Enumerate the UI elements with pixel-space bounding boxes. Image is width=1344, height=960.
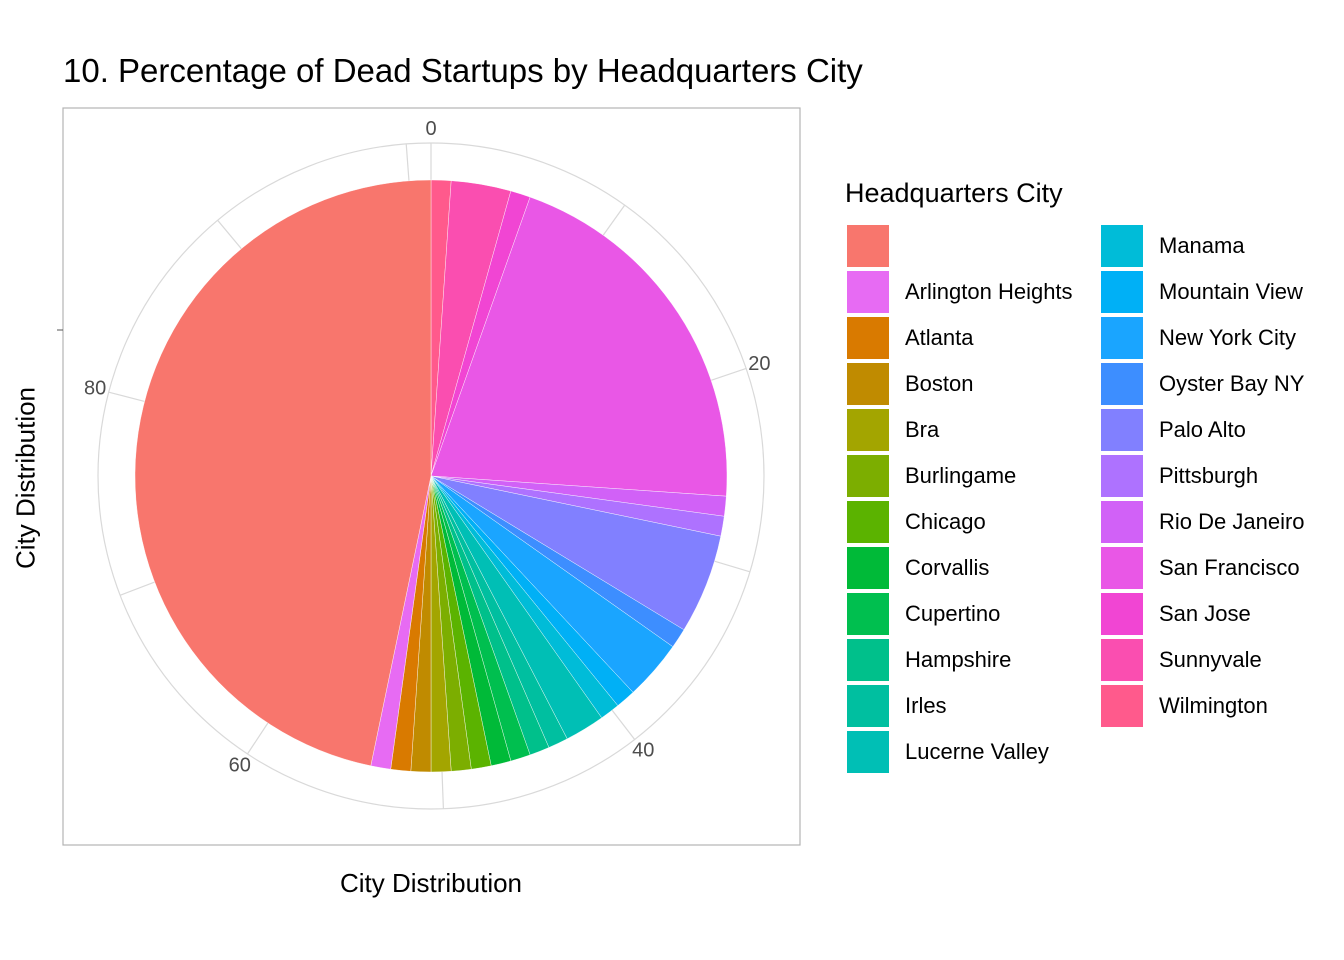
legend-label: Boston — [905, 371, 974, 396]
pie-chart: 0 20 40 60 80 — [57, 107, 801, 846]
legend-item: New York City — [1101, 316, 1296, 360]
radial-grid-line — [108, 391, 145, 403]
legend-label: Chicago — [905, 509, 986, 534]
legend-key-swatch — [847, 409, 889, 451]
legend-item: Chicago — [847, 500, 986, 544]
legend-label: Burlingame — [905, 463, 1017, 488]
legend-item: Rio De Janeiro — [1101, 500, 1305, 544]
radial-grid-line — [710, 367, 747, 381]
radial-grid-line — [714, 560, 751, 573]
legend-label: Rio De Janeiro — [1159, 509, 1305, 534]
legend-label: Arlington Heights — [905, 279, 1073, 304]
radial-grid-line — [119, 581, 155, 596]
radial-grid-line — [247, 722, 269, 755]
legend-item — [847, 224, 905, 268]
legend-label: Palo Alto — [1159, 417, 1246, 442]
legend-label: Cupertino — [905, 601, 1001, 626]
legend-item: Wilmington — [1101, 684, 1268, 728]
legend-key-swatch — [1101, 593, 1143, 635]
radial-tick-label: 20 — [748, 353, 770, 375]
legend-item: Mountain View — [1101, 270, 1303, 314]
legend-label: Atlanta — [905, 325, 974, 350]
legend-key-swatch — [1101, 409, 1143, 451]
legend-key-swatch — [847, 271, 889, 313]
legend-item: Lucerne Valley — [847, 730, 1049, 774]
legend-item: Hampshire — [847, 638, 1011, 682]
radial-grid-line — [217, 219, 242, 250]
legend-key-swatch — [847, 639, 889, 681]
radial-grid-line — [441, 771, 445, 809]
legend-key-swatch — [1101, 639, 1143, 681]
legend-item: Boston — [847, 362, 974, 406]
radial-tick-label: 40 — [632, 740, 654, 762]
legend-key-swatch — [1101, 455, 1143, 497]
legend-key-swatch — [1101, 363, 1143, 405]
legend-item: Irles — [847, 684, 947, 728]
legend-item: Burlingame — [847, 454, 1016, 498]
legend-label: Pittsburgh — [1159, 463, 1259, 488]
legend-label: Wilmington — [1159, 693, 1268, 718]
legend-key-swatch — [1101, 317, 1143, 359]
legend-item: San Jose — [1101, 592, 1251, 636]
radial-grid-line — [611, 709, 636, 740]
legend-key-swatch — [847, 685, 889, 727]
legend-item: Pittsburgh — [1101, 454, 1258, 498]
legend-label: Sunnyvale — [1159, 647, 1262, 672]
legend-key-swatch — [1101, 225, 1143, 267]
pie-slice-san-francisco — [430, 196, 728, 497]
legend-key-swatch — [847, 363, 889, 405]
legend-title: Headquarters City — [845, 178, 1063, 208]
legend-label: Lucerne Valley — [905, 739, 1049, 764]
legend-key-swatch — [1101, 685, 1143, 727]
legend-key-swatch — [847, 593, 889, 635]
radial-tick-label: 60 — [229, 755, 251, 777]
radial-grid-line — [405, 143, 410, 181]
legend-label: Manama — [1159, 233, 1245, 258]
radial-grid-line — [602, 204, 626, 236]
legend-key-swatch — [847, 225, 889, 267]
legend-label: Hampshire — [905, 647, 1012, 672]
legend-item: Sunnyvale — [1101, 638, 1262, 682]
legend-key-swatch — [847, 317, 889, 359]
legend-item: Cupertino — [847, 592, 1000, 636]
legend-item: Arlington Heights — [847, 270, 1073, 314]
legend-label: Irles — [905, 693, 947, 718]
chart-title: 10. Percentage of Dead Startups by Headq… — [63, 52, 863, 89]
legend-key-swatch — [1101, 501, 1143, 543]
legend-item: Oyster Bay NY — [1101, 362, 1304, 406]
legend-item: Corvallis — [847, 546, 989, 590]
legend-key-swatch — [847, 731, 889, 773]
legend-key-swatch — [847, 501, 889, 543]
legend-label: San Francisco — [1159, 555, 1300, 580]
radial-tick-label: 0 — [425, 118, 436, 140]
legend-key-swatch — [847, 547, 889, 589]
legend-label: Mountain View — [1159, 279, 1303, 304]
legend-label: San Jose — [1159, 601, 1251, 626]
pie-slice-blank — [134, 179, 432, 767]
legend-item: San Francisco — [1101, 546, 1300, 590]
legend-key-swatch — [1101, 547, 1143, 589]
legend-key-swatch — [1101, 271, 1143, 313]
radial-tick-label: 80 — [84, 378, 106, 400]
legend-item: Palo Alto — [1101, 408, 1246, 452]
legend-key-swatch — [847, 455, 889, 497]
legend-label: New York City — [1159, 325, 1296, 350]
legend-label: Corvallis — [905, 555, 990, 580]
legend-label: Bra — [905, 417, 940, 442]
x-axis-label: City Distribution — [339, 868, 523, 898]
legend-item: Bra — [847, 408, 939, 452]
legend-item: Atlanta — [847, 316, 974, 360]
legend-item: Manama — [1101, 224, 1245, 268]
legend-label: Oyster Bay NY — [1159, 371, 1305, 396]
